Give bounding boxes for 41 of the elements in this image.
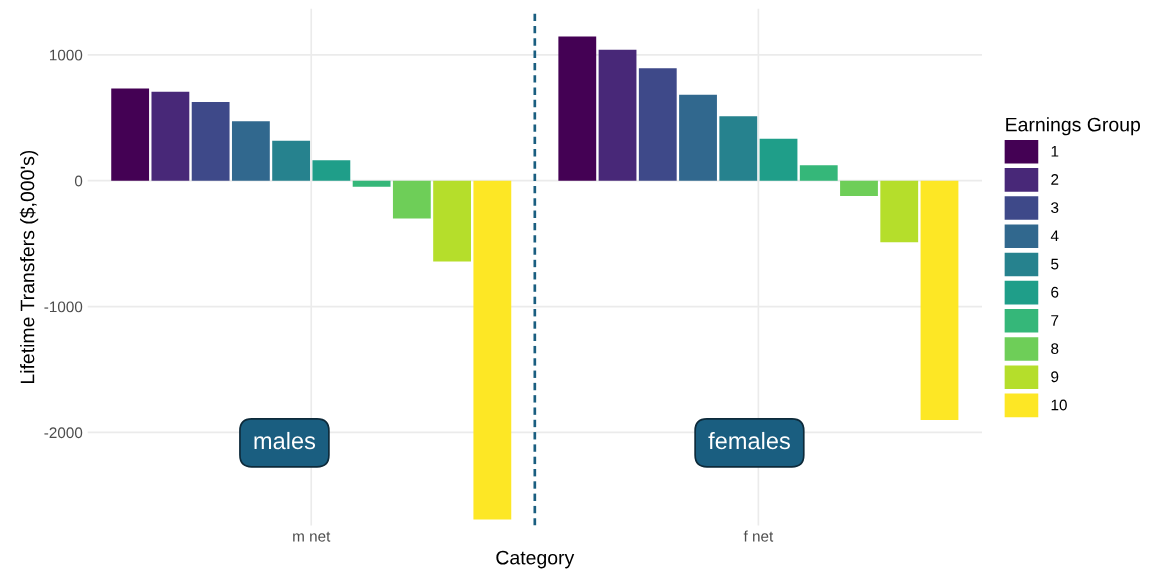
y-tick-label: 1000 — [50, 49, 83, 61]
bar — [191, 101, 230, 181]
bar — [719, 116, 758, 181]
legend-label: 6 — [1051, 286, 1059, 298]
bar — [231, 121, 270, 181]
x-tick-label: m net — [293, 531, 331, 542]
y-tick-label: -1000 — [44, 301, 83, 313]
legend-title: Earnings Group — [1006, 117, 1141, 136]
annotation: females — [708, 431, 790, 450]
bar — [111, 88, 150, 181]
bar — [392, 180, 431, 219]
bar — [638, 68, 677, 181]
legend-label: 4 — [1050, 230, 1059, 242]
x-tick-label: f net — [743, 530, 774, 542]
bar — [679, 94, 717, 181]
bar — [433, 180, 472, 262]
bar — [759, 138, 798, 181]
legend-label: 5 — [1051, 258, 1059, 270]
legend-label: 10 — [1051, 399, 1067, 411]
legend-label: 7 — [1051, 315, 1059, 326]
y-tick-label: 0 — [74, 175, 83, 187]
bar — [799, 165, 838, 181]
y-tick-label: -2000 — [44, 427, 83, 439]
bar — [920, 180, 959, 421]
bar — [272, 140, 311, 181]
bar — [840, 180, 878, 197]
x-axis-title: Category — [496, 550, 575, 569]
bar — [312, 160, 351, 181]
legend-label: 2 — [1051, 174, 1059, 185]
bar — [473, 180, 512, 520]
bar — [151, 91, 190, 181]
bar — [598, 49, 637, 181]
legend-label: 9 — [1051, 371, 1059, 383]
legend-label: 8 — [1051, 343, 1059, 354]
bar — [558, 36, 597, 181]
y-axis-title: Lifetime Transfers ($,000's) — [19, 150, 39, 384]
bar — [880, 180, 919, 243]
annotation: males — [254, 431, 316, 450]
legend-label: 3 — [1051, 202, 1059, 214]
legend-label: 1 — [1051, 146, 1059, 157]
bar — [352, 180, 391, 187]
